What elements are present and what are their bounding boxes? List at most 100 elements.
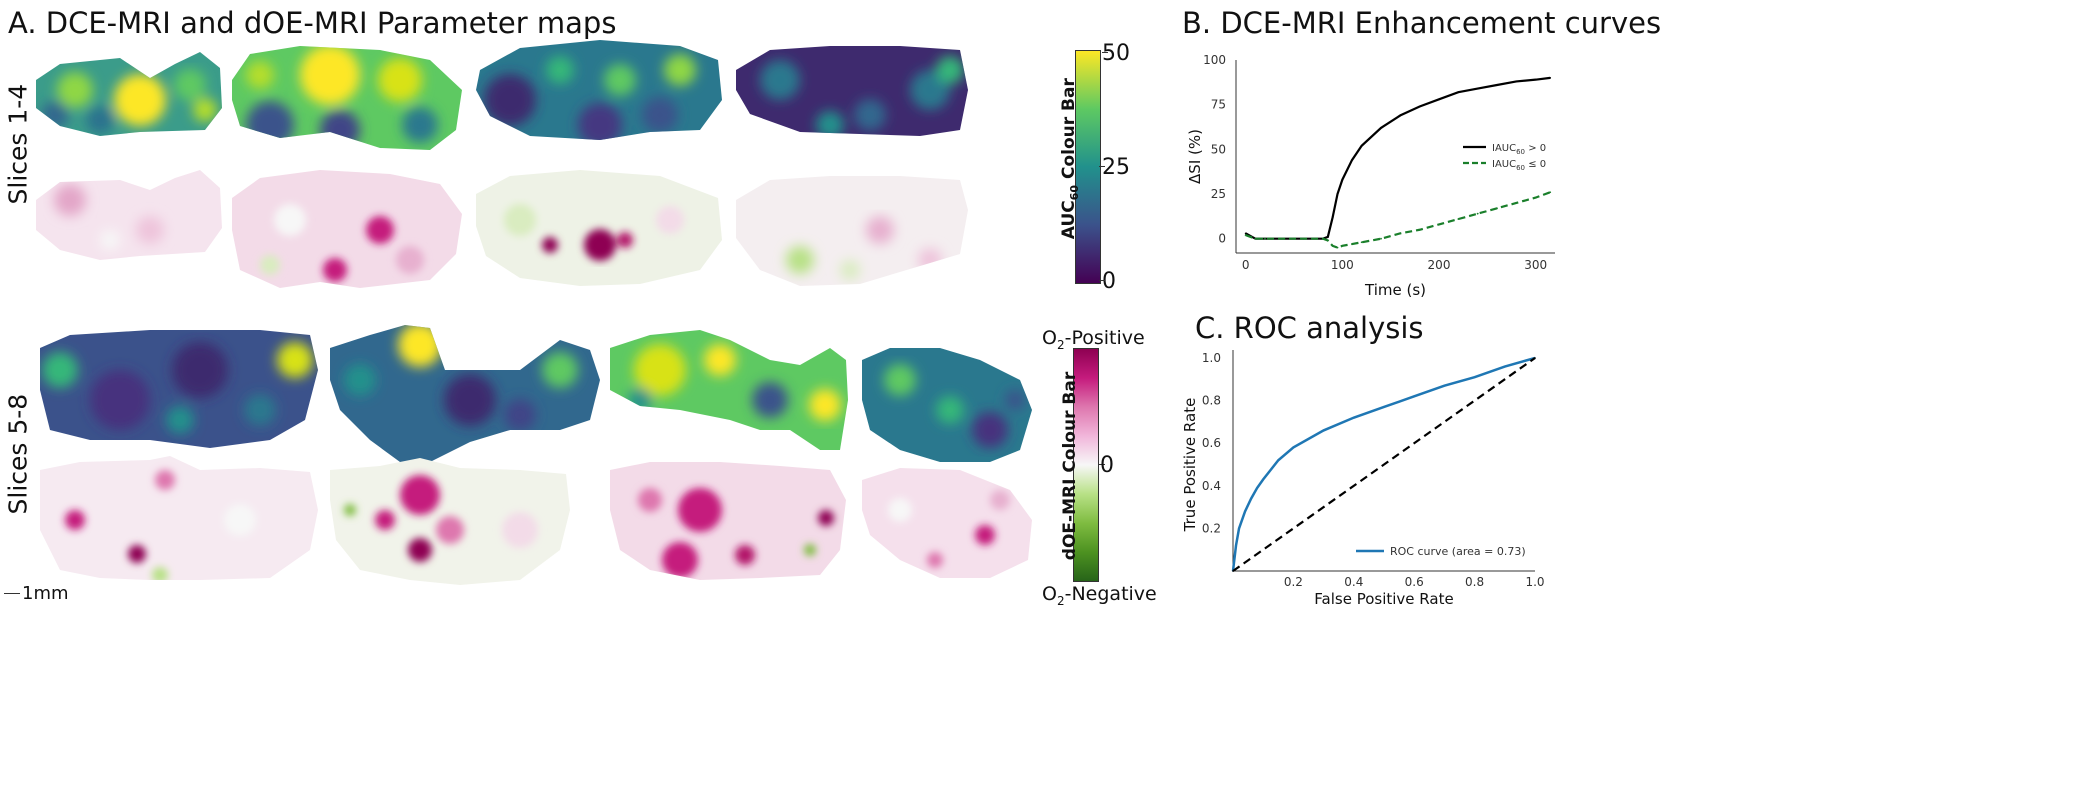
- roc-series-0-point-5: [1256, 487, 1258, 489]
- auc-map-slice-8: [862, 348, 1032, 462]
- y-tick-label-4: 100: [1203, 53, 1226, 67]
- auc-tickmark-50: [1102, 52, 1108, 53]
- panel-a-title: A. DCE-MRI and dOE-MRI Parameter maps: [8, 6, 617, 40]
- series-1-point-9: [1341, 244, 1344, 247]
- doe-map-slice-3: [476, 170, 722, 286]
- auc-map-slice-7: [610, 330, 848, 450]
- doe-colour-bar-label: dOE-MRI Colour Bar: [1060, 371, 1080, 561]
- series-0-point-6: [1326, 236, 1329, 238]
- series-0-point-0: [1244, 232, 1247, 235]
- series-1-point-16: [1457, 218, 1460, 220]
- roc-series-0-point-10: [1353, 416, 1355, 419]
- roc-series-0-point-15: [1504, 365, 1506, 368]
- roc-series-0-point-8: [1292, 446, 1295, 449]
- legend-label-roc: ROC curve (area = 0.73): [1390, 545, 1526, 558]
- auc-map-slice-5: [40, 330, 318, 448]
- auc-map-slice-6: [330, 325, 600, 462]
- series-0-point-16: [1457, 91, 1460, 94]
- series-0-point-9: [1341, 178, 1344, 181]
- y-tick-label-0: 0.2: [1202, 521, 1221, 535]
- roc-series-0-point-13: [1443, 384, 1446, 387]
- series-0-point-11: [1360, 144, 1363, 147]
- auc-tickmark-0: [1099, 280, 1105, 281]
- series-1-point-18: [1496, 207, 1498, 210]
- roc-series-0-point-9: [1322, 429, 1325, 432]
- auc-tick-0: 0: [1102, 269, 1116, 294]
- series-0-point-21: [1549, 76, 1552, 79]
- y-axis-label: True Positive Rate: [1181, 398, 1199, 533]
- x-tick-label-1: 0.4: [1344, 575, 1363, 589]
- series-1-point-6: [1326, 239, 1329, 242]
- scale-bar-line: [4, 593, 20, 594]
- roc-series-1-point-1: [1534, 357, 1536, 359]
- series-0-point-7: [1331, 216, 1334, 219]
- series-1-point-12: [1380, 237, 1382, 240]
- roc-series-0-point-3: [1244, 510, 1246, 513]
- x-tick-label-3: 300: [1524, 258, 1547, 272]
- series-0-point-19: [1515, 80, 1518, 83]
- series-1-point-13: [1399, 232, 1402, 235]
- legend-label-0: IAUC60 > 0: [1492, 143, 1546, 156]
- series-1-point-3: [1283, 237, 1286, 240]
- panel-b-title: B. DCE-MRI Enhancement curves: [1182, 6, 1662, 40]
- y-tick-label-2: 0.6: [1202, 436, 1221, 450]
- roc-series-line-1: [1232, 357, 1536, 572]
- roc-series-0-point-4: [1250, 497, 1252, 500]
- series-1-point-7: [1331, 244, 1334, 247]
- legend-label-1: IAUC60 ≤ 0: [1492, 159, 1546, 172]
- series-1-point-20: [1534, 196, 1537, 199]
- enhancement-curves-chart: 0 100 200 300 0 25 50 75 100 Time (s) ΔSI (%) IAUC6…: [1186, 53, 1555, 299]
- series-line-1: [1245, 191, 1551, 249]
- series-1-point-14: [1418, 228, 1421, 231]
- series-1-point-5: [1322, 237, 1324, 240]
- auc-tickmark-25: [1099, 166, 1105, 167]
- y-tick-label-1: 0.4: [1202, 479, 1221, 493]
- roc-series-0-point-7: [1277, 459, 1280, 462]
- y-tick-label-2: 50: [1211, 142, 1226, 156]
- doe-map-slice-4: [736, 176, 968, 286]
- series-0-point-10: [1351, 159, 1353, 161]
- doe-colour-bar: [1073, 348, 1099, 582]
- roc-series-1-point-0: [1232, 570, 1234, 572]
- series-0-point-18: [1496, 84, 1498, 86]
- roc-series-0-point-11: [1383, 406, 1385, 408]
- doe-map-slice-2: [232, 170, 462, 288]
- series-1-point-2: [1264, 237, 1266, 240]
- series-1-point-0: [1244, 234, 1247, 237]
- parameter-maps: [36, 40, 1032, 585]
- doe-map-slice-5: [40, 456, 318, 580]
- auc-tick-50: 50: [1102, 41, 1130, 66]
- roc-series-0-point-1: [1235, 544, 1237, 547]
- auc-colour-bar-label: AUC60 Colour Bar: [1058, 78, 1082, 240]
- x-axis-label: False Positive Rate: [1314, 590, 1453, 608]
- auc-map-slice-1: [36, 52, 222, 136]
- auc-map-slice-4: [736, 46, 968, 136]
- x-tick-label-4: 1.0: [1525, 575, 1544, 589]
- auc-map-slice-2: [232, 46, 462, 150]
- series-0-point-13: [1399, 114, 1402, 117]
- y-tick-label-3: 0.8: [1202, 394, 1221, 408]
- y-tick-label-4: 1.0: [1202, 351, 1221, 365]
- y-tick-label-3: 75: [1211, 98, 1226, 112]
- roc-series-0-point-12: [1413, 395, 1415, 398]
- x-tick-label-2: 200: [1428, 258, 1451, 272]
- series-1-point-8: [1336, 246, 1339, 249]
- x-tick-label-3: 0.8: [1465, 575, 1484, 589]
- roc-series-0-point-2: [1238, 527, 1240, 530]
- doe-map-slice-1: [36, 170, 222, 260]
- series-0-point-20: [1534, 78, 1537, 81]
- series-0-point-8: [1336, 193, 1339, 195]
- x-tick-label-0: 0: [1242, 258, 1250, 272]
- doe-bottom-label: O2-Negative: [1042, 583, 1157, 608]
- series-1-point-17: [1476, 212, 1479, 215]
- scale-bar-label: 1mm: [22, 583, 69, 604]
- roc-chart: 0.2 0.4 0.6 0.8 1.0 0.2 0.4 0.6 0.8 1.0 False Posi…: [1181, 350, 1545, 608]
- doe-tick-0: 0: [1100, 453, 1114, 478]
- doe-tickmark-0: [1099, 464, 1105, 465]
- doe-top-label: O2-Positive: [1042, 327, 1145, 352]
- series-0-point-12: [1380, 127, 1382, 129]
- x-axis-label: Time (s): [1364, 281, 1426, 299]
- y-tick-label-0: 0: [1218, 232, 1226, 246]
- series-0-point-14: [1418, 105, 1421, 108]
- doe-map-slice-6: [330, 458, 570, 585]
